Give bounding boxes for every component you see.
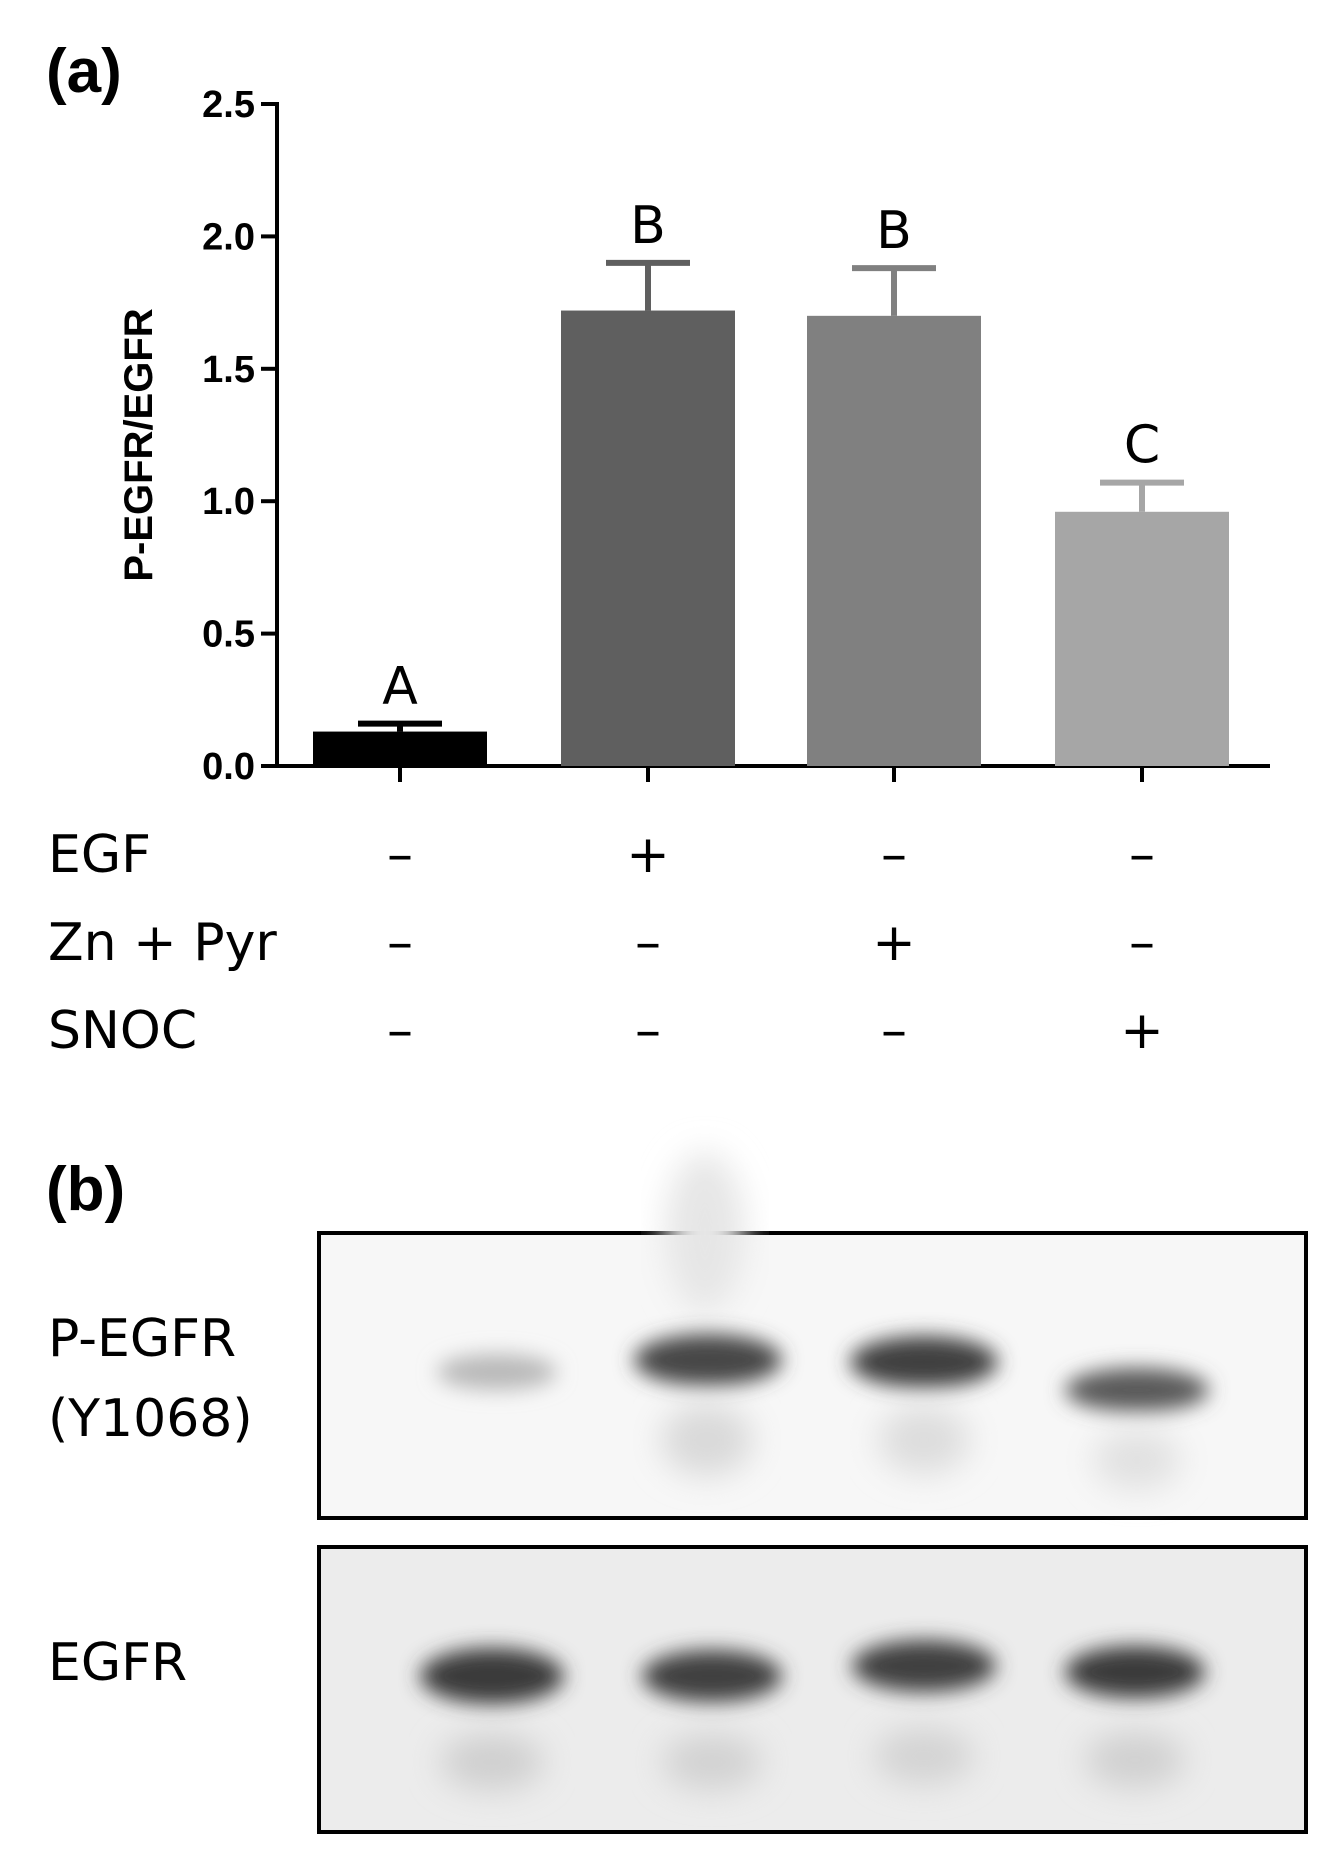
treatment-sign: + [872, 913, 916, 973]
significance-label: B [876, 201, 912, 261]
treatment-sign: – [881, 825, 907, 885]
band-lane4-p-egfr [1065, 1368, 1209, 1412]
treatment-sign: – [387, 913, 413, 973]
treatment-sign: + [1120, 1001, 1164, 1061]
treatment-sign: + [626, 825, 670, 885]
y-tick-label: 1.5 [202, 349, 255, 391]
smear-lane2-p-egfr [665, 1152, 745, 1312]
treatment-table: EGF – + – – Zn + Pyr – – + – SNOC – – – + [48, 825, 1164, 1061]
blot-label-p-egfr: P-EGFR [48, 1309, 236, 1369]
band-lane3-egfr [852, 1640, 996, 1692]
smear-lane4-egfr [1085, 1732, 1185, 1788]
treatment-sign: – [387, 825, 413, 885]
treatment-sign: – [881, 1001, 907, 1061]
band-lane1-p-egfr [437, 1354, 557, 1390]
blot-label-egfr: EGFR [48, 1633, 187, 1693]
bar [1055, 511, 1229, 766]
treatment-sign: – [387, 1001, 413, 1061]
smear-lane3-p-egfr [878, 1406, 970, 1474]
y-tick-label: 2.5 [202, 84, 255, 126]
y-tick-label: 0.0 [202, 746, 255, 788]
band-lane2-egfr [642, 1650, 782, 1702]
treatment-sign: – [1129, 913, 1155, 973]
treatment-sign: – [1129, 825, 1155, 885]
smear-lane1-egfr [440, 1734, 544, 1790]
blot-egfr [317, 1545, 1308, 1834]
y-tick-label: 2.0 [202, 216, 255, 258]
bar [313, 731, 487, 766]
smear-lane2b-p-egfr [661, 1404, 753, 1476]
treatment-label: Zn + Pyr [48, 913, 277, 973]
treatment-label: EGF [48, 825, 151, 885]
y-tick-label: 0.5 [202, 614, 255, 656]
band-lane1-egfr [420, 1648, 564, 1704]
treatment-sign: – [635, 1001, 661, 1061]
blot-p-egfr [317, 1152, 1308, 1520]
bar [807, 315, 981, 766]
band-lane3-p-egfr [850, 1336, 998, 1388]
band-lane4-egfr [1065, 1646, 1205, 1698]
blot-label-y1068: (Y1068) [48, 1389, 253, 1449]
y-tick-label: 1.0 [202, 481, 255, 523]
panel-label-b: (b) [46, 1155, 125, 1224]
significance-label: A [382, 657, 418, 717]
bar [561, 310, 735, 766]
panel-label-a: (a) [46, 37, 122, 106]
significance-label: C [1124, 416, 1160, 476]
treatment-sign: – [635, 913, 661, 973]
treatment-label: SNOC [48, 1001, 197, 1061]
smear-lane2-egfr [662, 1734, 762, 1790]
y-axis-label: P-EGFR/EGFR [117, 308, 161, 581]
significance-label: B [630, 196, 666, 256]
smear-lane3-egfr [874, 1728, 974, 1784]
bar-chart: 0.0 0.5 1.0 1.5 2.0 2.5 P-EGFR/EGFR A B B C [117, 84, 1270, 788]
smear-lane4-p-egfr [1093, 1430, 1181, 1490]
band-lane2-p-egfr [634, 1334, 782, 1386]
